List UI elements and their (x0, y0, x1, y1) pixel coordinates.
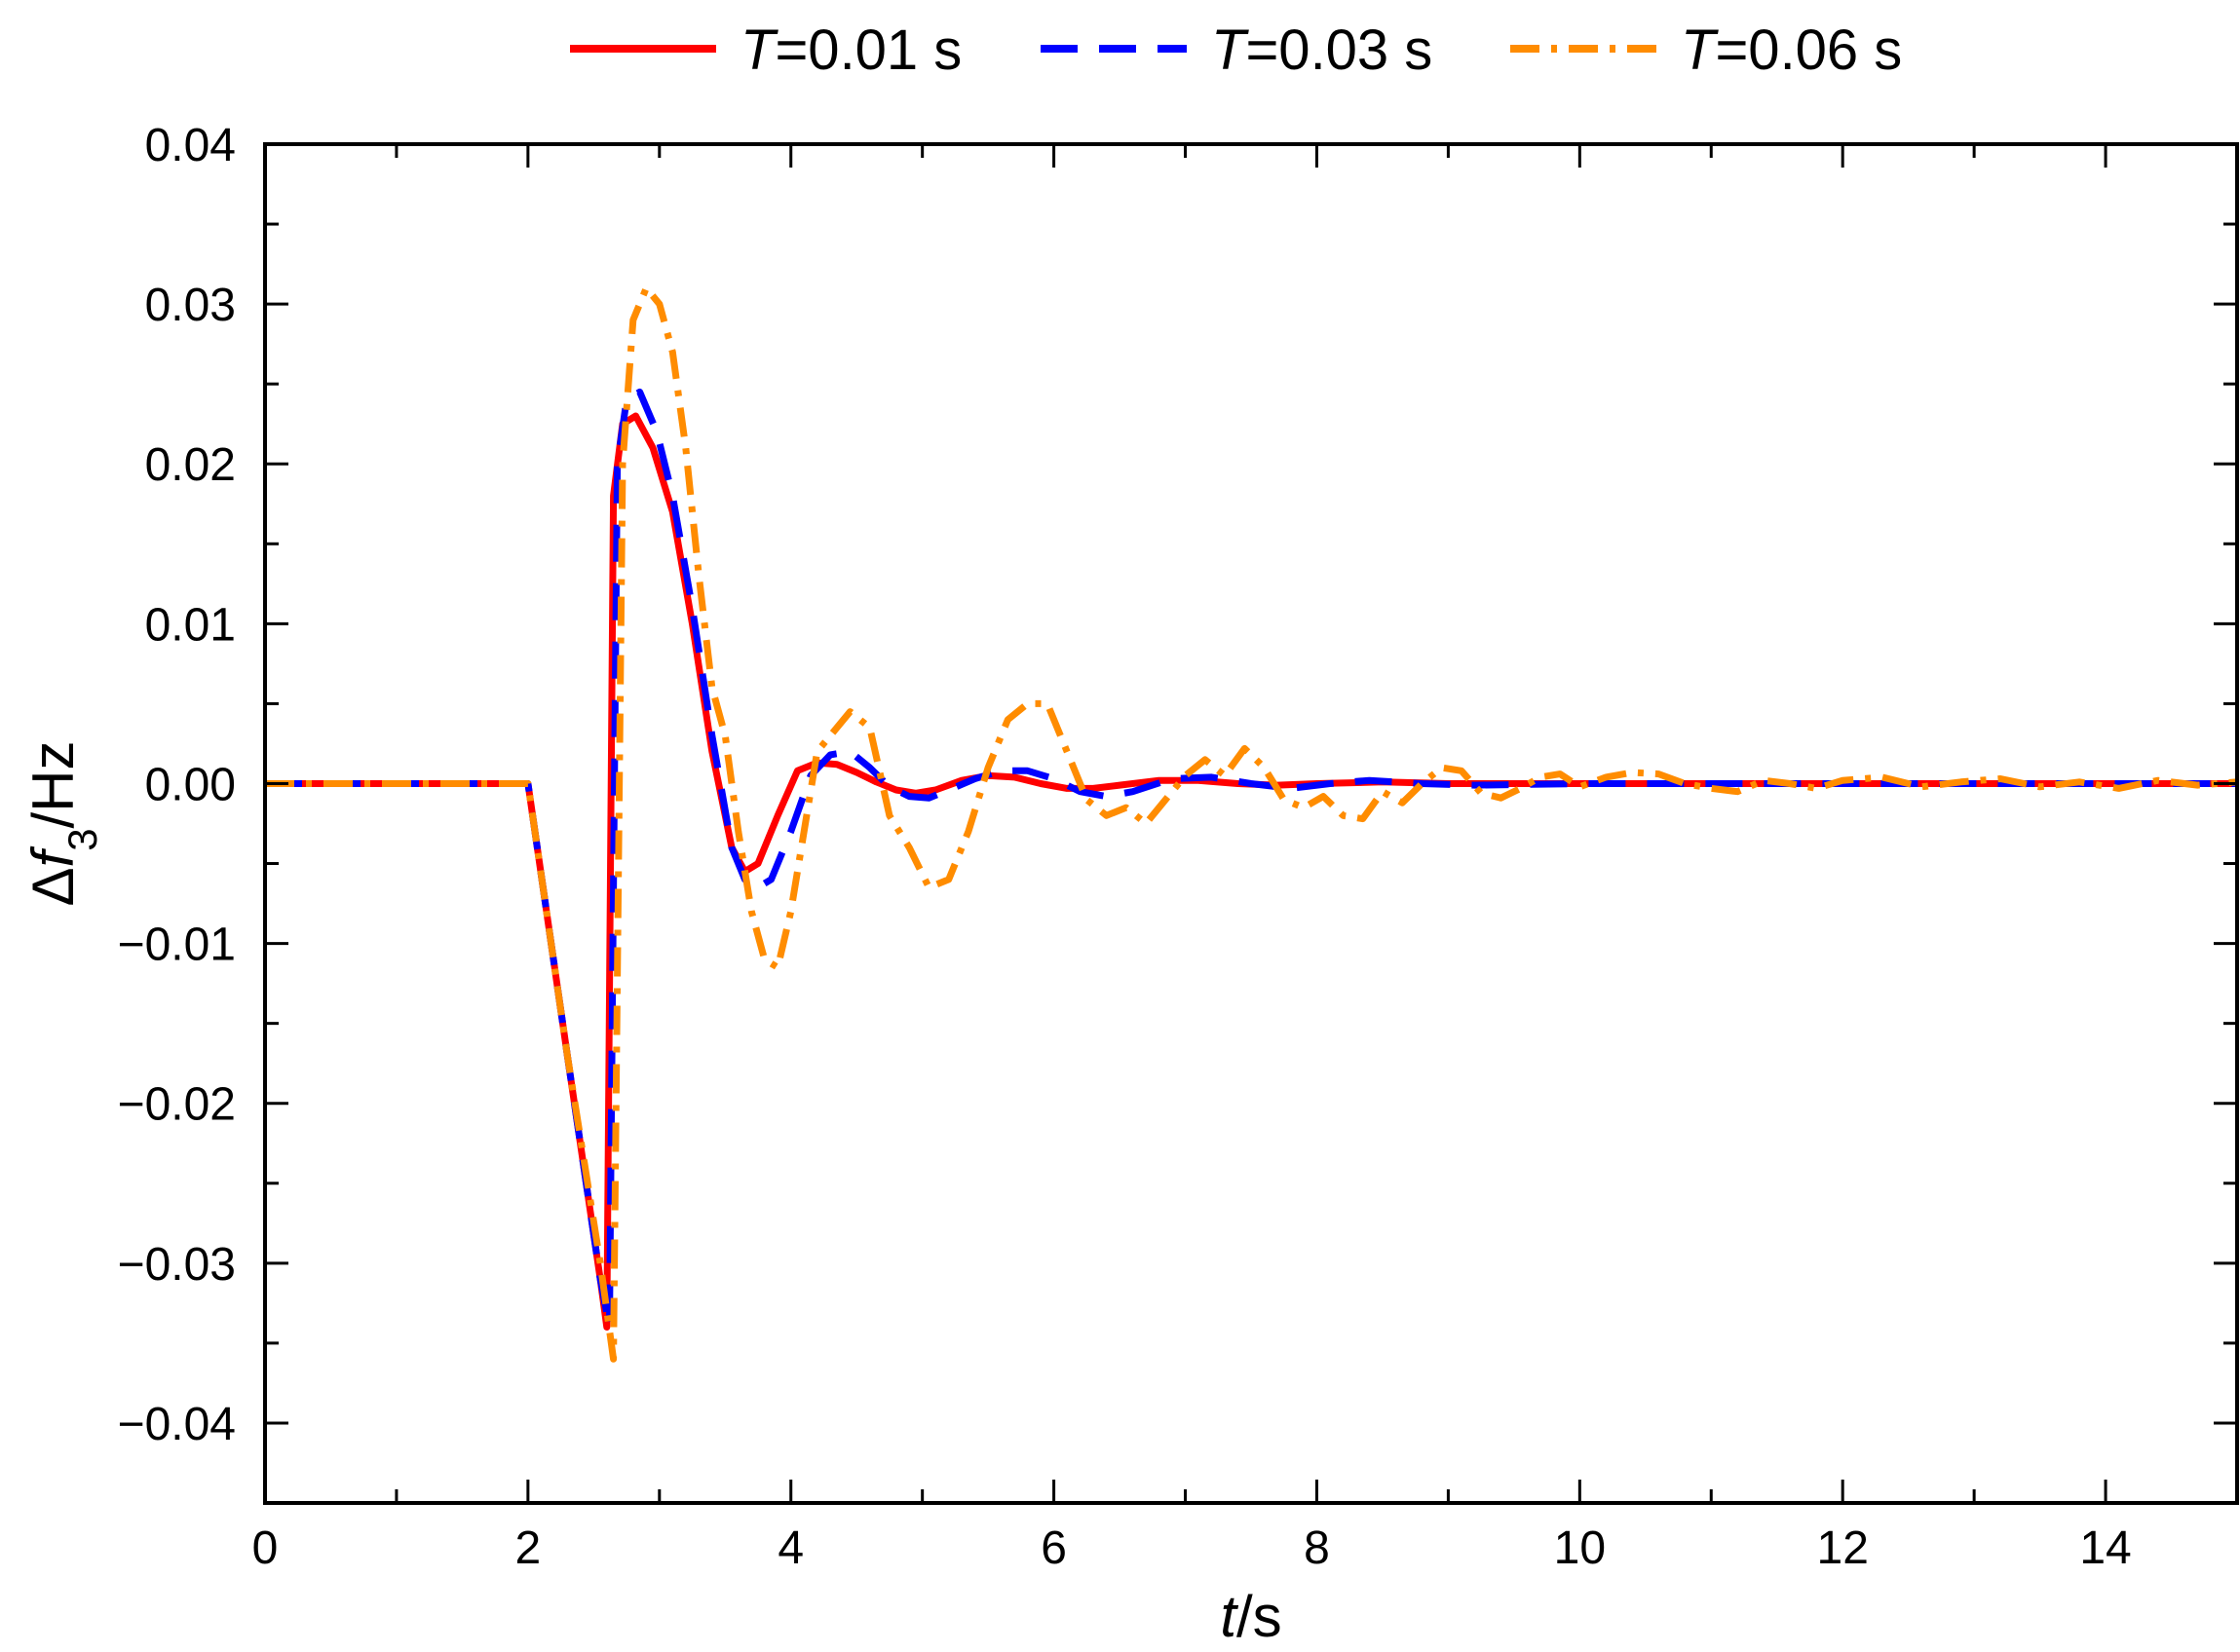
y-axis-unit: /Hz (20, 740, 86, 828)
legend-rest: =0.06 s (1715, 19, 1902, 82)
x-tick-label: 2 (515, 1522, 542, 1574)
y-tick-label: 0.03 (145, 280, 236, 331)
x-tick-label: 12 (1817, 1522, 1869, 1574)
legend: T=0.01 s T=0.03 s T=0.06 s (570, 19, 1902, 82)
y-axis-subscript: 3 (59, 828, 105, 850)
series-line-1 (265, 412, 2237, 1331)
series-line-3 (265, 284, 2237, 1363)
x-axis-unit: /s (1236, 1584, 1282, 1649)
y-axis-prefix: Δ (20, 867, 86, 906)
x-axis-var: t (1220, 1584, 1238, 1649)
x-axis-title: t/s (1220, 1584, 1281, 1649)
y-tick-label: −0.03 (118, 1239, 236, 1291)
y-tick-label: 0.01 (145, 599, 236, 651)
plot-frame (263, 142, 2239, 1505)
y-tick-label: −0.02 (118, 1079, 236, 1131)
legend-rest: =0.01 s (775, 19, 962, 82)
x-tick-label: 4 (778, 1522, 804, 1574)
legend-label-3: T=0.06 s (1681, 19, 1902, 82)
x-tick-label: 0 (252, 1522, 279, 1574)
x-tick-label: 6 (1041, 1522, 1067, 1574)
y-tick-label: 0.00 (145, 759, 236, 810)
y-tick-label: 0.02 (145, 439, 236, 491)
x-tick-label: 10 (1554, 1522, 1606, 1574)
x-tick-label: 8 (1304, 1522, 1330, 1574)
y-tick-label: −0.01 (118, 920, 236, 971)
labels-layer: 0 2 4 6 8 10 12 14 −0.04 −0.03 −0.02 −0.01 0.00 0.01 0… (118, 120, 2132, 1574)
legend-var: T (740, 19, 778, 82)
y-axis-title: Δf3/Hz (20, 740, 105, 906)
legend-rest: =0.03 s (1245, 19, 1432, 82)
series-line-2 (265, 388, 2237, 1331)
legend-var: T (1211, 19, 1249, 82)
series-layer (265, 284, 2237, 1363)
x-tick-label: 14 (2079, 1522, 2131, 1574)
legend-label-1: T=0.01 s (740, 19, 962, 82)
legend-label-2: T=0.03 s (1211, 19, 1432, 82)
y-tick-label: 0.04 (145, 120, 236, 171)
ticks-layer (265, 144, 2237, 1503)
y-axis-var: f (20, 845, 86, 867)
legend-var: T (1681, 19, 1719, 82)
y-tick-label: −0.04 (118, 1399, 236, 1450)
